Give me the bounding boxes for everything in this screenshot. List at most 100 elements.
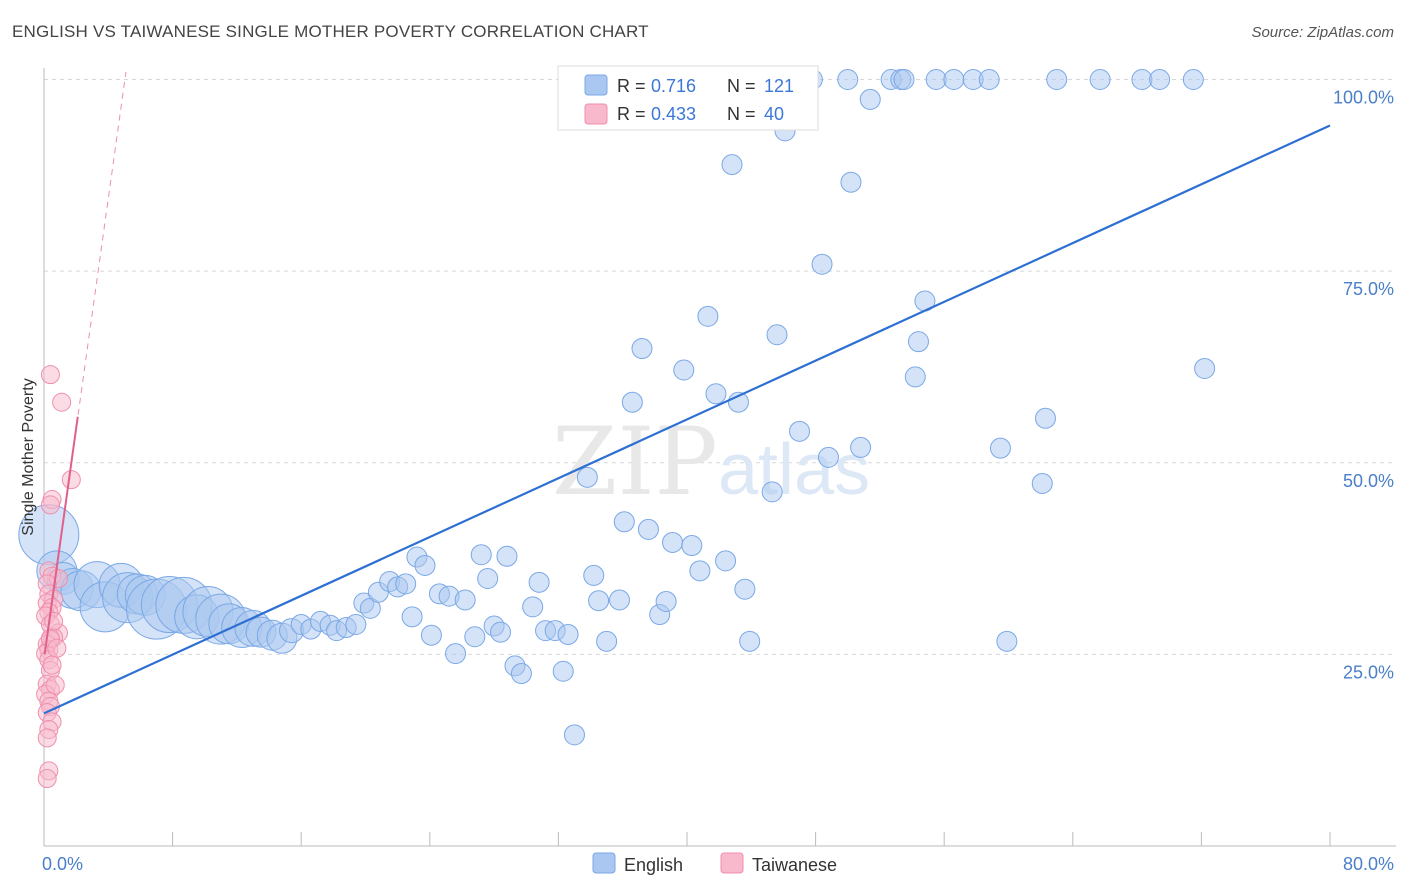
data-point-english <box>454 589 476 611</box>
data-point-english <box>576 466 598 488</box>
data-point-english <box>401 606 423 628</box>
data-point-taiwanese <box>45 675 65 695</box>
data-point-taiwanese <box>47 638 67 658</box>
data-point-english <box>510 663 532 685</box>
data-point-taiwanese <box>37 769 57 789</box>
data-point-english <box>721 154 743 176</box>
data-point-english <box>552 660 574 682</box>
data-point-english <box>943 69 965 90</box>
y-axis-title: Single Mother Poverty <box>20 378 37 535</box>
data-point-english <box>673 359 695 381</box>
data-point-english <box>637 518 659 540</box>
data-point-english <box>978 69 1000 90</box>
data-point-english <box>588 590 610 612</box>
data-point-taiwanese <box>61 470 81 490</box>
data-point-english <box>1031 472 1053 494</box>
data-point-english <box>608 589 630 611</box>
series-legend-swatch-taiwanese <box>720 852 744 874</box>
data-point-taiwanese <box>42 655 62 675</box>
data-point-english <box>925 69 947 90</box>
data-point-english <box>662 531 684 553</box>
series-legend-swatch-english <box>592 852 616 874</box>
legend-r-label-taiwanese: R = <box>617 104 651 124</box>
data-point-english <box>464 626 486 648</box>
watermark-atlas: atlas <box>718 430 870 510</box>
data-point-english <box>496 545 518 567</box>
data-point-english <box>631 338 653 360</box>
data-point-english <box>1182 69 1204 90</box>
data-point-english <box>613 511 635 533</box>
y-tick-label: 75.0% <box>1343 279 1394 299</box>
data-point-english <box>697 305 719 327</box>
data-point-english <box>734 578 756 600</box>
legend-n-label-english: N = <box>727 76 761 96</box>
data-point-english <box>907 331 929 353</box>
data-point-english <box>1089 69 1111 90</box>
x-tick-label-max: 80.0% <box>1343 854 1394 874</box>
data-point-english <box>996 630 1018 652</box>
legend-r-value-taiwanese: 0.433 <box>651 104 696 124</box>
data-point-english <box>893 69 915 90</box>
data-point-english <box>414 554 436 576</box>
x-axis-ticks <box>43 832 1331 846</box>
trend-line-taiwanese <box>43 416 79 655</box>
stats-legend: R = 0.716 N = 121 R = 0.433 N = 40 <box>557 65 819 131</box>
y-tick-label: 50.0% <box>1343 471 1394 491</box>
data-point-english <box>528 571 550 593</box>
data-point-english <box>1034 407 1056 429</box>
data-point-english <box>837 69 859 90</box>
series-legend-label-taiwanese: Taiwanese <box>752 855 837 875</box>
data-point-english <box>563 724 585 746</box>
data-point-taiwanese <box>37 728 57 748</box>
trend-lines <box>43 71 1331 715</box>
series-legend-label-english: English <box>624 855 683 875</box>
data-point-english <box>989 437 1011 459</box>
legend-swatch-taiwanese <box>584 103 608 125</box>
data-point-english <box>811 253 833 275</box>
data-point-taiwanese <box>40 495 60 515</box>
data-point-english <box>817 446 839 468</box>
data-point-english <box>420 624 442 646</box>
data-point-english <box>655 590 677 612</box>
data-point-english <box>395 573 417 595</box>
data-point-english <box>596 630 618 652</box>
series-legend: English Taiwanese <box>592 852 837 875</box>
data-point-taiwanese <box>44 611 64 631</box>
data-point-english <box>477 567 499 589</box>
data-point-english <box>789 420 811 442</box>
data-point-english <box>583 564 605 586</box>
data-point-english <box>840 171 862 193</box>
data-point-english <box>621 391 643 413</box>
trend-line-english <box>43 124 1331 715</box>
data-point-english <box>1046 69 1068 90</box>
legend-n-label-taiwanese: N = <box>727 104 761 124</box>
legend-n-value-taiwanese: 40 <box>764 104 784 124</box>
data-point-english <box>689 560 711 582</box>
y-tick-label: 100.0% <box>1333 88 1394 108</box>
data-point-english <box>1194 357 1216 379</box>
legend-r-label-english: R = <box>617 76 651 96</box>
data-point-english <box>1131 69 1153 90</box>
data-point-taiwanese <box>52 392 72 412</box>
data-point-english <box>766 324 788 346</box>
data-point-english <box>345 613 367 635</box>
data-point-english <box>522 596 544 618</box>
data-point-english <box>705 383 727 405</box>
y-tick-label: 25.0% <box>1343 662 1394 682</box>
x-tick-label-min: 0.0% <box>42 854 83 874</box>
data-point-english <box>1149 69 1171 90</box>
data-point-english <box>470 544 492 566</box>
data-point-english <box>739 630 761 652</box>
english-points <box>18 69 1216 746</box>
legend-n-value-english: 121 <box>764 76 794 96</box>
data-point-english <box>850 436 872 458</box>
source-label: Source: ZipAtlas.com <box>1251 24 1394 41</box>
data-point-english <box>904 366 926 388</box>
chart-title: ENGLISH VS TAIWANESE SINGLE MOTHER POVER… <box>12 22 649 41</box>
data-point-english <box>859 88 881 110</box>
watermark-zip: ZIP <box>552 408 718 517</box>
data-point-english <box>557 623 579 645</box>
legend-r-value-english: 0.716 <box>651 76 696 96</box>
data-point-english <box>445 643 467 665</box>
